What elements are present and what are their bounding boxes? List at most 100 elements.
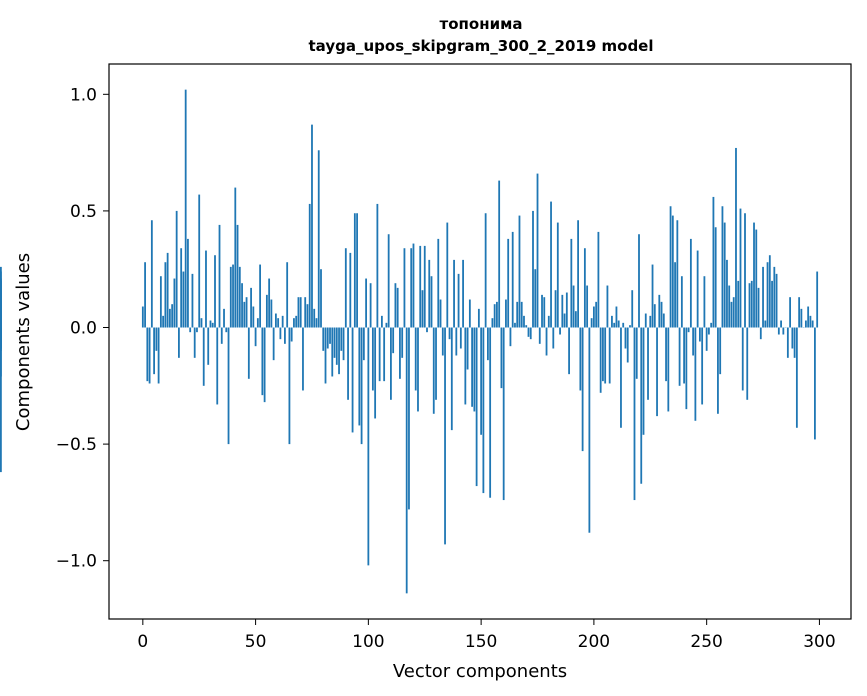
bar bbox=[473, 327, 476, 412]
bar bbox=[396, 287, 399, 328]
bar bbox=[773, 266, 776, 328]
bar bbox=[218, 224, 221, 328]
x-tick-label: 200 bbox=[578, 632, 610, 652]
bar bbox=[631, 290, 634, 328]
bar bbox=[220, 327, 223, 344]
bar bbox=[166, 252, 169, 328]
bar bbox=[374, 327, 377, 419]
bar bbox=[814, 327, 816, 440]
bar bbox=[678, 327, 681, 386]
bar bbox=[150, 220, 153, 328]
bar bbox=[523, 315, 525, 328]
bar bbox=[746, 327, 749, 400]
bar bbox=[324, 327, 327, 384]
bar bbox=[620, 327, 622, 428]
bar bbox=[649, 315, 652, 328]
bar bbox=[480, 327, 483, 435]
bar bbox=[520, 301, 523, 328]
bar bbox=[775, 273, 778, 328]
bar bbox=[638, 234, 640, 328]
bar bbox=[484, 213, 487, 328]
bar bbox=[268, 278, 271, 328]
bar bbox=[640, 327, 643, 484]
bar bbox=[308, 203, 311, 328]
bar bbox=[800, 308, 803, 328]
bar bbox=[245, 297, 248, 328]
bar bbox=[211, 322, 214, 328]
bar bbox=[491, 318, 494, 328]
bar bbox=[171, 304, 174, 328]
bar bbox=[606, 285, 609, 328]
bar bbox=[496, 301, 498, 328]
bar bbox=[369, 283, 372, 328]
bar bbox=[378, 327, 381, 382]
bar bbox=[516, 301, 519, 328]
bar bbox=[430, 276, 433, 328]
bar bbox=[360, 327, 363, 445]
bar bbox=[234, 187, 237, 328]
bar bbox=[153, 327, 155, 375]
bar bbox=[500, 327, 503, 389]
bar bbox=[272, 327, 275, 361]
bar bbox=[617, 320, 620, 328]
bar bbox=[243, 301, 246, 328]
bar bbox=[583, 248, 586, 328]
bar bbox=[342, 327, 345, 361]
bar bbox=[807, 306, 810, 328]
bar bbox=[667, 327, 670, 412]
bar bbox=[387, 234, 390, 328]
bar bbox=[563, 313, 566, 328]
bar bbox=[168, 308, 171, 328]
bar bbox=[459, 327, 462, 349]
y-tick-label: 1.0 bbox=[70, 85, 97, 105]
bar bbox=[448, 327, 451, 340]
y-axis: 1.0 0.5 0.0 −0.5 −1.0 bbox=[56, 85, 109, 572]
bar bbox=[554, 290, 557, 328]
bar bbox=[671, 215, 674, 328]
x-tick-label: 50 bbox=[245, 632, 267, 652]
bar bbox=[428, 259, 431, 328]
bar bbox=[786, 327, 789, 358]
bar bbox=[216, 327, 219, 405]
bar bbox=[676, 220, 679, 328]
bar bbox=[505, 299, 507, 328]
bar bbox=[464, 327, 467, 405]
bar bbox=[703, 276, 706, 328]
bar bbox=[565, 292, 568, 328]
bar bbox=[789, 297, 791, 328]
bar bbox=[335, 327, 338, 365]
bar bbox=[227, 327, 230, 445]
bar bbox=[178, 327, 180, 358]
bar bbox=[265, 294, 268, 328]
bar bbox=[385, 322, 388, 328]
bar bbox=[277, 318, 280, 328]
bar bbox=[326, 327, 329, 349]
bar bbox=[256, 318, 259, 328]
bar bbox=[353, 213, 356, 328]
bar bbox=[687, 327, 690, 333]
bar bbox=[423, 245, 426, 328]
bar bbox=[723, 222, 726, 328]
bar bbox=[162, 315, 165, 328]
bar bbox=[712, 196, 715, 328]
bar bbox=[669, 206, 672, 328]
bar bbox=[744, 213, 746, 328]
bar bbox=[694, 327, 697, 421]
bar bbox=[626, 327, 629, 363]
bar bbox=[223, 308, 225, 328]
bar bbox=[726, 259, 728, 328]
bar bbox=[198, 194, 201, 328]
bar bbox=[629, 325, 631, 328]
bar bbox=[403, 248, 406, 328]
bar bbox=[261, 327, 264, 396]
bar bbox=[155, 327, 158, 351]
bar bbox=[358, 327, 361, 426]
bar bbox=[263, 327, 266, 403]
chart-subtitle: tayga_upos_skipgram_300_2_2019 model bbox=[309, 37, 654, 55]
x-axis-label: Vector components bbox=[393, 661, 567, 682]
bar bbox=[541, 294, 543, 328]
bar bbox=[514, 322, 516, 328]
y-tick-label: −1.0 bbox=[56, 552, 97, 572]
bar bbox=[241, 283, 243, 328]
